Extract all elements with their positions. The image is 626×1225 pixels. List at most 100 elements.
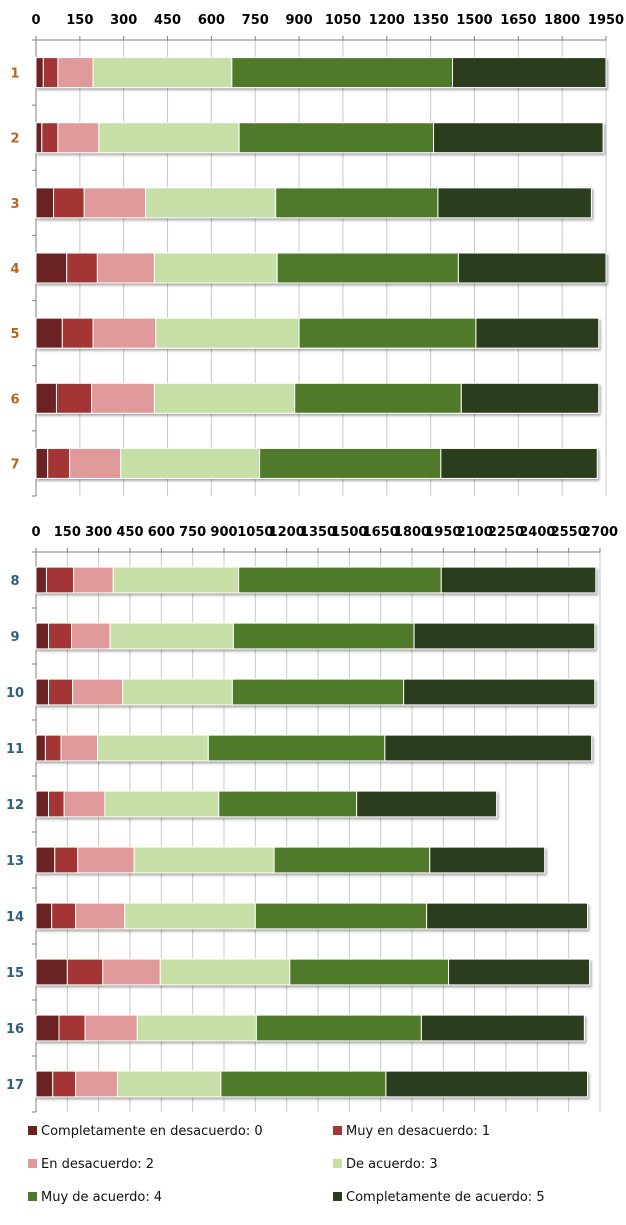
bar-segment [83,187,147,219]
bar-segment [298,317,477,349]
bar-segment [66,958,104,986]
bar-segment [35,187,55,219]
bar-segment [75,1070,118,1098]
bar-segment [116,1070,222,1098]
x-tick-label: 0 [31,525,40,540]
legend-swatch-icon [28,1192,37,1201]
bar-row [35,447,598,479]
category-label: 3 [10,197,19,212]
category-label: 12 [6,798,24,813]
bar-segment [35,1070,54,1098]
x-tick-label: 1800 [544,13,580,28]
bar-row [35,252,607,284]
category-label: 5 [10,327,19,342]
bar-row [35,317,600,349]
bar-segment [452,57,607,89]
x-tick-label: 600 [148,525,175,540]
category-label: 13 [6,854,24,869]
bar-segment [35,57,44,89]
bar-segment [97,734,209,762]
bar-segment [385,1070,588,1098]
bar-segment [457,252,607,284]
bar-row [35,1070,588,1098]
bar-segment [35,790,50,818]
chart-panel-1: 0 150 300 450 600 750 900 1050 1200 1350 1500 1650 1… [10,13,624,497]
bar-segment [84,1014,138,1042]
x-tick-label: 1950 [425,525,461,540]
legend-item: De acuerdo: 3 [333,1157,438,1172]
bar-segment [440,447,598,479]
x-tick-label: 2400 [519,525,555,540]
bar-row [35,846,546,874]
bar-segment [104,790,220,818]
bar-segment [35,734,46,762]
bar-segment [255,1014,422,1042]
x-tick-label: 1350 [413,13,449,28]
bar-row [35,622,596,650]
x-tick-label: 2100 [457,525,493,540]
x-tick-label: 1200 [369,13,405,28]
bar-segment [120,447,261,479]
bar-segment [155,317,300,349]
bar-segment [42,57,59,89]
bar-segment [289,958,450,986]
x-tick-label: 150 [54,525,81,540]
bar-row [35,122,604,154]
bar-segment [91,382,155,414]
bar-segment [60,734,99,762]
bar-segment [54,846,79,874]
bar-row [35,1014,585,1042]
bar-segment [218,790,358,818]
category-label: 6 [10,392,19,407]
bar-segment [57,57,94,89]
category-label: 1 [10,67,19,82]
bar-segment [35,252,68,284]
bar-segment [275,187,439,219]
x-tick-label: 2700 [582,525,618,540]
bar-segment [109,622,234,650]
bar-segment [475,317,600,349]
bar-segment [98,122,240,154]
legend-item: Completamente en desacuerdo: 0 [28,1124,263,1139]
bar-segment [460,382,600,414]
bar-segment [53,187,85,219]
bar-segment [55,382,93,414]
bar-row [35,57,607,89]
x-tick-label: 0 [31,13,40,28]
x-tick-label: 1800 [394,525,430,540]
bar-segment [35,902,53,930]
legend-item: Completamente de acuerdo: 5 [333,1190,545,1205]
bar-segment [71,622,111,650]
legend-label: Muy de acuerdo: 4 [41,1190,163,1205]
bar-segment [75,902,126,930]
bar-segment [356,790,498,818]
bar-segment [207,734,386,762]
bar-segment [448,958,591,986]
x-tick-label: 2550 [551,525,587,540]
legend-item: Muy de acuerdo: 4 [28,1190,162,1205]
x-tick-label: 1350 [300,525,336,540]
bar-segment [52,1070,77,1098]
bar-segment [51,902,77,930]
x-tick-label: 300 [110,13,137,28]
bar-segment [220,1070,387,1098]
bar-segment [48,790,65,818]
bar-segment [294,382,462,414]
bar-row [35,958,591,986]
bar-segment [238,566,442,594]
x-tick-label: 1500 [456,13,492,28]
bar-segment [122,678,233,706]
bar-segment [153,382,296,414]
bar-segment [238,122,435,154]
bar-segment [273,846,431,874]
bar-segment [69,447,122,479]
bar-segment [145,187,277,219]
bar-segment [102,958,161,986]
bar-segment [96,252,155,284]
bar-segment [429,846,546,874]
bar-segment [35,846,56,874]
chart-panel-2: 0 150 300 450 600 750 900 105012001350150016501… [6,525,618,1113]
x-tick-label: 450 [116,525,143,540]
bar-segment [72,678,124,706]
